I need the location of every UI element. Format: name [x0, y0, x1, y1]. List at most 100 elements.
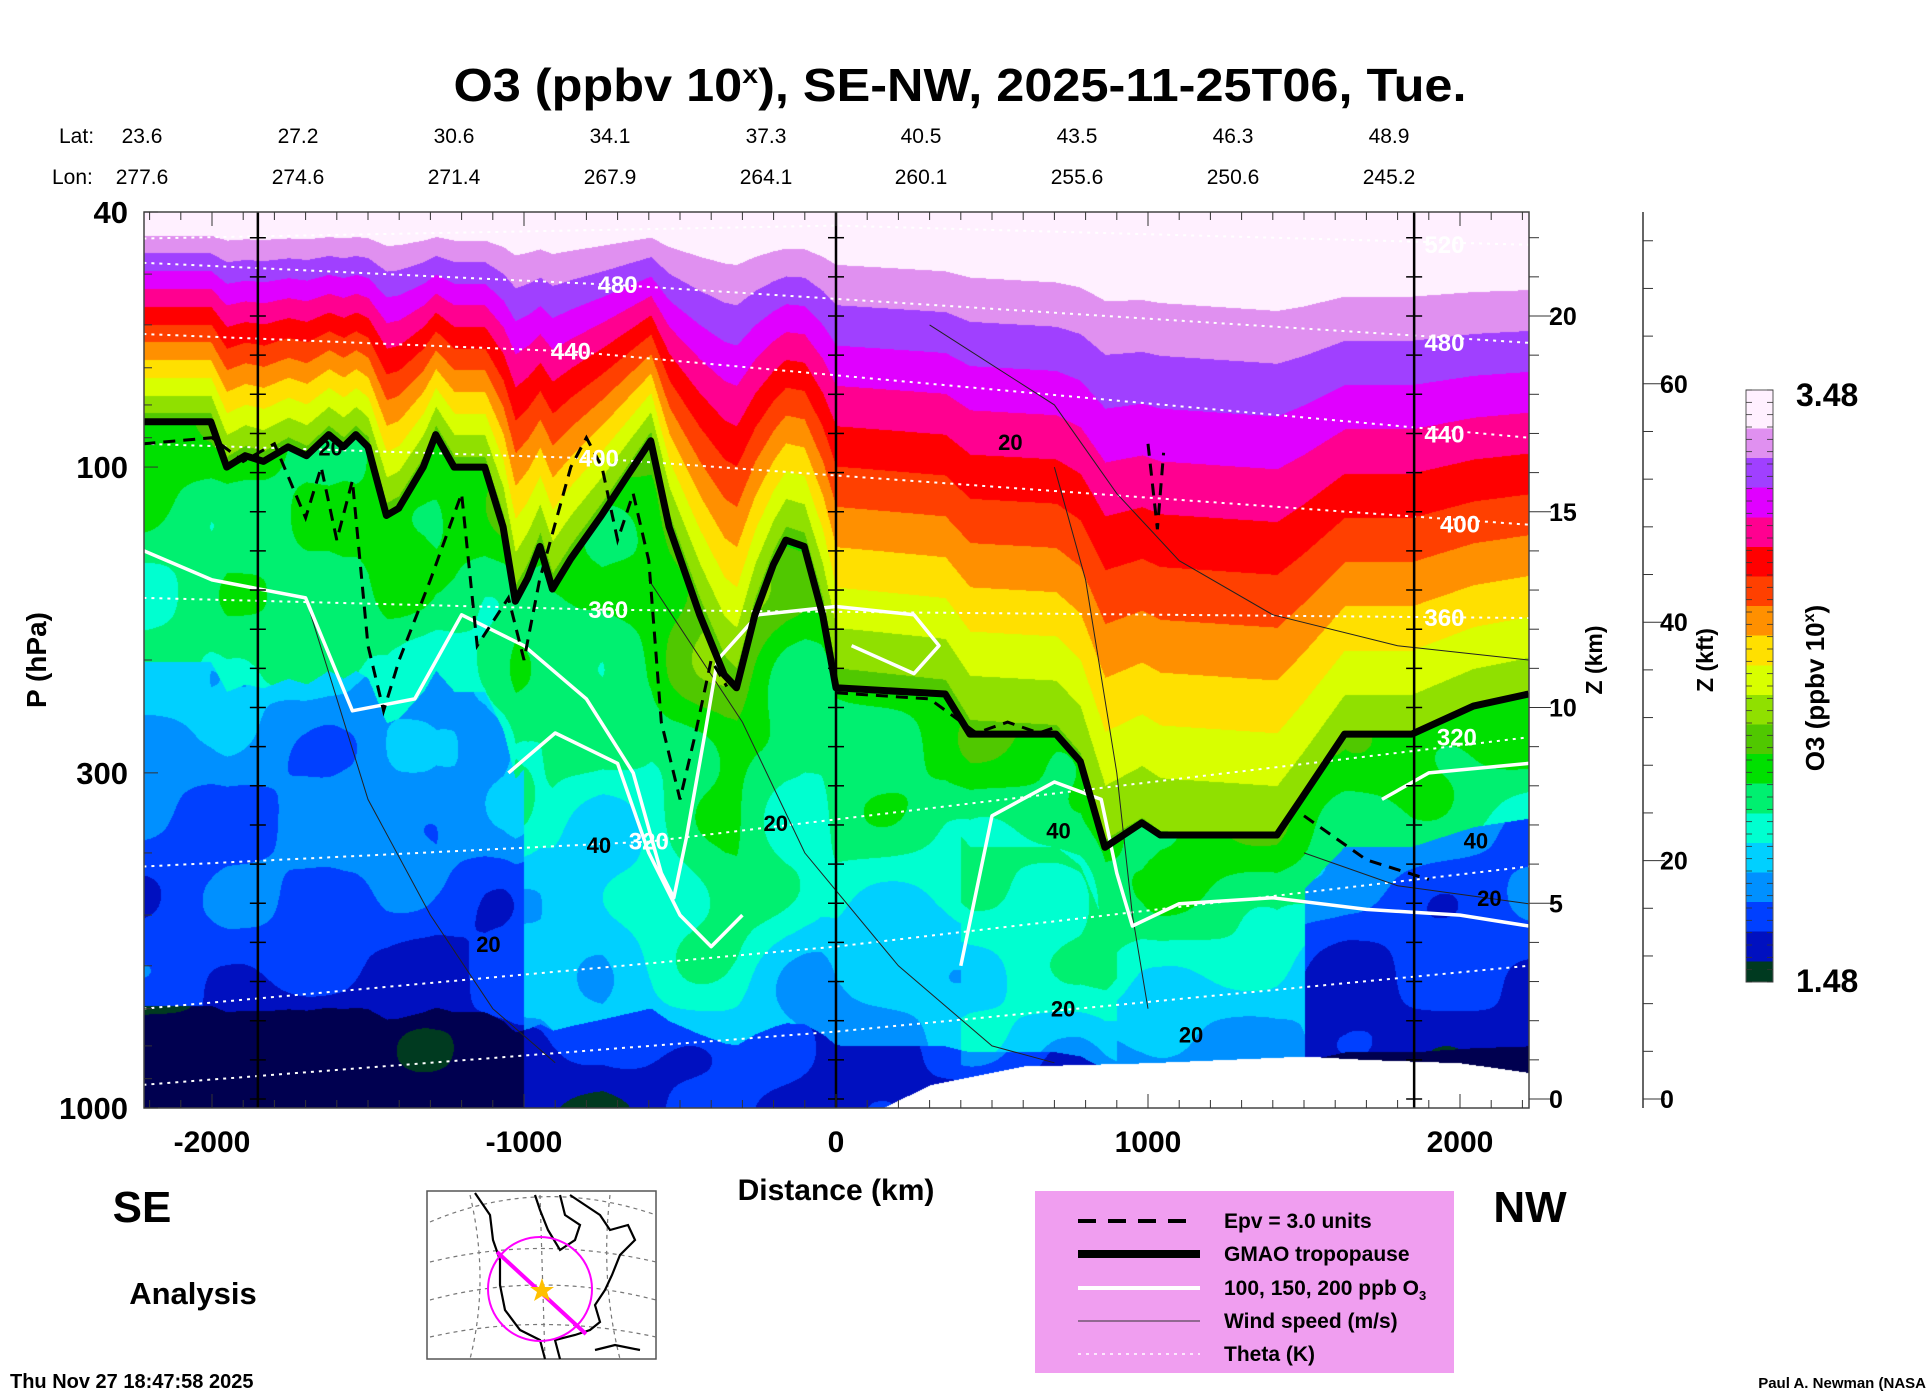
wind-speed-label: 20 — [1179, 1022, 1203, 1047]
lon-value: 250.6 — [1207, 166, 1260, 189]
theta-contour — [144, 261, 1529, 344]
x-tick-label: 0 — [828, 1126, 845, 1159]
wind-speed-label: 20 — [318, 436, 342, 461]
lon-value: 260.1 — [895, 166, 948, 189]
map-frame — [426, 1190, 657, 1360]
y-tick-label: 1000 — [59, 1091, 128, 1126]
lat-value: 27.2 — [278, 125, 319, 148]
theta-label: 480 — [598, 272, 638, 299]
colorbar-min-label: 1.48 — [1796, 963, 1858, 999]
legend-label-theta: Theta (K) — [1224, 1343, 1315, 1366]
lat-value: 34.1 — [590, 125, 631, 148]
wind-speed-label: 20 — [1477, 886, 1501, 911]
theta-label: 400 — [1440, 512, 1480, 539]
theta-contour — [144, 736, 1529, 868]
wind-speed-label: 40 — [1046, 819, 1070, 844]
lon-value: 255.6 — [1051, 166, 1104, 189]
wind-speed-contour — [305, 597, 556, 1064]
wind-speed-label: 40 — [587, 833, 611, 858]
lat-value: 37.3 — [746, 125, 787, 148]
z-km-tick-label: 20 — [1549, 303, 1577, 331]
legend-label-tropopause: GMAO tropopause — [1224, 1243, 1410, 1266]
lon-value: 274.6 — [272, 166, 325, 189]
epv-contour — [144, 434, 729, 800]
lat-value: 30.6 — [434, 125, 475, 148]
lat-value: 43.5 — [1057, 125, 1098, 148]
legend-label-o3: 100, 150, 200 ppb O3 — [1224, 1277, 1426, 1303]
x-tick-label: 1000 — [1115, 1126, 1182, 1159]
wind-speed-contour — [648, 579, 1055, 1064]
epv-contour — [1146, 443, 1166, 530]
wind-speed-label: 40 — [1464, 829, 1488, 854]
map-coastlines — [474, 1192, 641, 1360]
theta-label: 320 — [629, 829, 669, 856]
lon-value: 271.4 — [428, 166, 481, 189]
o3-contour — [507, 731, 744, 949]
nw-direction-label: NW — [1493, 1183, 1567, 1232]
lon-row-label: Lon: — [52, 166, 93, 189]
x-tick-label: 2000 — [1427, 1126, 1494, 1159]
x-axis-label: Distance (km) — [738, 1174, 935, 1207]
lon-value: 267.9 — [584, 166, 637, 189]
wind-speed-label: 20 — [476, 932, 500, 957]
legend-label-wind: Wind speed (m/s) — [1224, 1310, 1398, 1333]
theta-label: 440 — [551, 338, 591, 365]
x-tick-label: -1000 — [486, 1126, 563, 1159]
credit: Paul A. Newman (NASA — [1758, 1375, 1926, 1392]
legend-box — [1035, 1191, 1454, 1373]
z-kft-tick-label: 40 — [1660, 609, 1688, 637]
theta-contour — [144, 224, 1529, 246]
theta-label: 400 — [579, 446, 619, 473]
z-km-tick-label: 10 — [1549, 695, 1577, 723]
map-center-star-icon — [530, 1278, 554, 1301]
z-km-axis-label: Z (km) — [1581, 626, 1607, 695]
z-kft-tick-label: 60 — [1660, 371, 1688, 399]
map-radius-circle — [487, 1236, 593, 1342]
theta-label: 320 — [1437, 724, 1477, 751]
theta-label: 360 — [588, 597, 628, 624]
z-kft-tick-label: 20 — [1660, 848, 1688, 876]
z-kft-axis-label: Z (kft) — [1692, 628, 1718, 692]
theta-label: 480 — [1424, 330, 1464, 357]
location-map-inset — [426, 1190, 657, 1360]
z-kft-tick-label: 0 — [1660, 1086, 1674, 1114]
tropopause-line — [144, 418, 1529, 851]
se-direction-label: SE — [113, 1183, 172, 1232]
y-tick-label: 100 — [76, 450, 128, 485]
colorbar-max-label: 3.48 — [1796, 377, 1858, 413]
analysis-label: Analysis — [129, 1276, 257, 1311]
lat-value: 46.3 — [1213, 125, 1254, 148]
o3-contour — [1381, 761, 1529, 801]
theta-label: 440 — [1424, 422, 1464, 449]
lon-value: 245.2 — [1363, 166, 1416, 189]
timestamp: Thu Nov 27 18:47:58 2025 — [10, 1371, 253, 1393]
theta-contour — [144, 865, 1529, 1010]
colorbar-label: O3 (ppbv 10x) — [1800, 605, 1830, 771]
theta-label: 520 — [1424, 232, 1464, 259]
lon-value: 277.6 — [116, 166, 169, 189]
z-km-tick-label: 15 — [1549, 499, 1577, 527]
lon-value: 264.1 — [740, 166, 793, 189]
wind-speed-contour — [1053, 466, 1149, 1009]
epv-contour — [1303, 814, 1430, 881]
lat-row-label: Lat: — [59, 125, 94, 148]
plot-overlays: 20 20 40 20 20 40 20 20 40 20 480 440 400 360 320 520 48… — [144, 224, 1529, 1086]
legend: Epv = 3.0 units GMAO tropopause 100, 150… — [1035, 1191, 1454, 1373]
y-axis-label: P (hPa) — [21, 612, 52, 708]
z-km-tick-label: 0 — [1549, 1086, 1563, 1114]
theta-contour — [144, 596, 1529, 619]
o3-contour — [959, 780, 1529, 967]
wind-speed-contour — [929, 324, 1529, 661]
lat-value: 40.5 — [901, 125, 942, 148]
y-tick-label: 40 — [94, 195, 128, 230]
wind-speed-label: 20 — [764, 811, 788, 836]
wind-speed-contour — [1303, 852, 1529, 905]
chart-title: O3 (ppbv 10 x), SE-NW, 2025-11-25T06, Tue… — [454, 59, 1467, 111]
lat-value: 23.6 — [122, 125, 163, 148]
legend-label-epv: Epv = 3.0 units — [1224, 1210, 1372, 1233]
z-km-tick-label: 5 — [1549, 890, 1563, 918]
o3-contour — [144, 548, 941, 900]
lat-value: 48.9 — [1369, 125, 1410, 148]
